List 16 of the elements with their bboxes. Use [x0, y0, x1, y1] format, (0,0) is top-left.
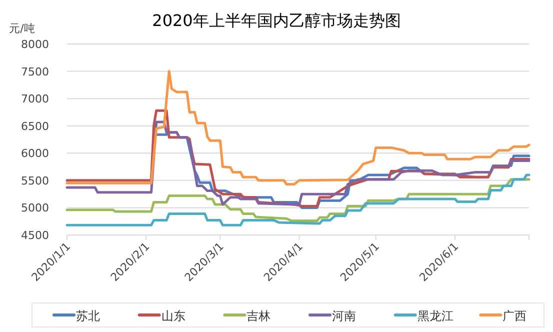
legend-label: 河南	[332, 309, 356, 323]
y-tick-label: 5000	[21, 202, 49, 215]
legend-label: 山东	[161, 309, 186, 323]
legend-label: 黑龙江	[417, 309, 454, 323]
y-tick-label: 7000	[21, 92, 49, 106]
y-tick-label: 6500	[21, 120, 49, 133]
y-tick-label: 7500	[21, 65, 49, 78]
y-tick-label: 8000	[21, 38, 49, 51]
y-tick-label: 6000	[21, 147, 49, 160]
legend-label: 广西	[502, 309, 527, 323]
legend-label: 苏北	[76, 309, 100, 323]
y-tick-label: 5500	[21, 174, 49, 188]
chart-title: 2020年上半年国内乙醇市场走势图	[152, 11, 401, 30]
legend-label: 吉林	[246, 309, 271, 323]
y-tick-label: 4500	[21, 229, 49, 242]
y-axis-title: 元/吨	[9, 22, 35, 35]
